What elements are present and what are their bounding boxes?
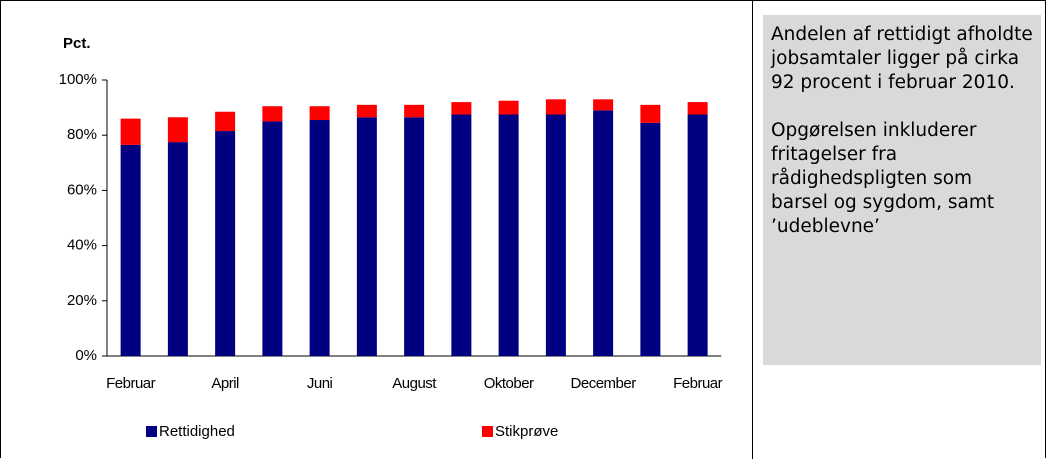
bar: [309, 120, 330, 357]
note-paragraph: Opgørelsen inkluderer fritagelser fra rå…: [771, 120, 995, 237]
legend-swatch: [146, 426, 157, 437]
x-tick-label: Februar: [673, 375, 723, 392]
chart: Pct. 0% 20% 40% 60% 80% 100% Februar April Juni A…: [59, 35, 724, 440]
bar: [356, 117, 377, 356]
bar: [356, 104, 377, 118]
bar: [687, 102, 708, 115]
bar: [215, 131, 236, 356]
y-tick-label: 100%: [59, 71, 97, 88]
legend-swatch: [482, 426, 493, 437]
bar: [120, 144, 141, 356]
bar: [498, 100, 519, 115]
y-tick-label: 20%: [67, 292, 97, 309]
bar: [451, 102, 472, 115]
x-tick-label: Februar: [106, 375, 156, 392]
note-paragraph: Andelen af rettidigt afholdte jobsamtale…: [771, 24, 1033, 93]
bar: [498, 114, 519, 356]
x-tick-label: April: [211, 375, 239, 392]
bar: [167, 117, 188, 143]
x-tick-label: Oktober: [484, 375, 534, 392]
bar: [687, 114, 708, 356]
y-tick-label: 0%: [75, 347, 97, 364]
x-tick-label: December: [571, 375, 637, 392]
bar: [262, 106, 283, 122]
bar: [545, 99, 566, 115]
y-axis-title: Pct.: [63, 35, 91, 52]
y-tick-label: 80%: [67, 126, 97, 143]
bar: [640, 104, 661, 123]
bar: [215, 111, 236, 132]
legend-label: Rettidighed: [159, 423, 235, 440]
bar: [593, 99, 614, 111]
bar: [120, 118, 141, 145]
bar: [545, 114, 566, 356]
divider: [752, 0, 753, 459]
bar: [451, 114, 472, 356]
side-note: Andelen af rettidigt afholdte jobsamtale…: [763, 15, 1041, 365]
bar: [404, 117, 425, 356]
bar: [167, 142, 188, 356]
bar: [309, 106, 330, 121]
bar: [404, 104, 425, 118]
y-tick-label: 60%: [67, 181, 97, 198]
bar: [262, 121, 283, 357]
x-tick-label: August: [392, 375, 437, 392]
bar: [593, 110, 614, 356]
x-tick-label: Juni: [307, 375, 333, 392]
legend-label: Stikprøve: [495, 423, 558, 440]
bar: [640, 122, 661, 356]
y-tick-label: 40%: [67, 237, 97, 254]
